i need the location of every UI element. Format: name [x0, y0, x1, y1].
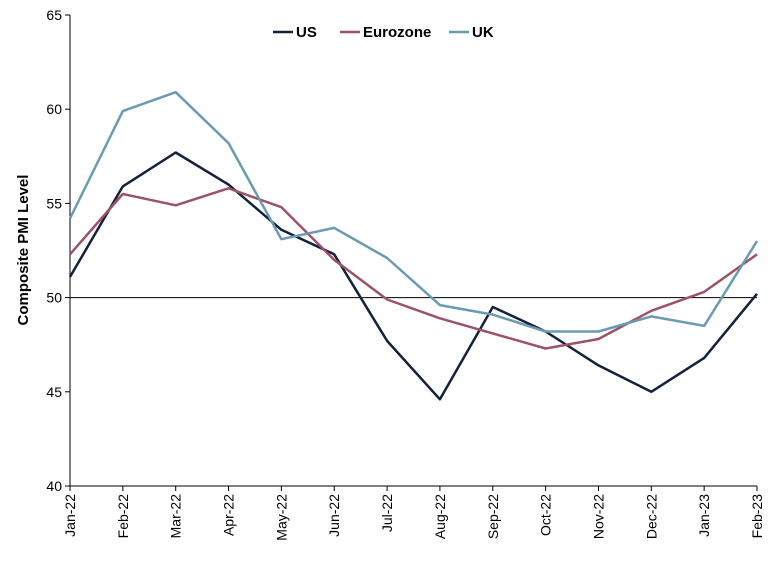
x-tick-label: Feb-23: [749, 494, 765, 539]
legend-label: UK: [472, 24, 494, 41]
y-axis: 40 45 50 55 60 65: [46, 7, 70, 494]
x-tick-label: Jul-22: [379, 494, 395, 532]
series-line-uk: [68, 90, 759, 333]
x-axis: Jan-22 Feb-22 Mar-22 Apr-22 May-22 Jun-22 Jul-…: [62, 486, 765, 541]
y-tick-label: 60: [46, 101, 62, 117]
x-tick-label: Jan-23: [696, 494, 712, 537]
x-tick-label: Sep-22: [485, 494, 501, 539]
series-line-us: [68, 151, 758, 401]
x-tick-label: Aug-22: [432, 494, 448, 539]
y-tick-label: 65: [46, 7, 62, 23]
y-tick-label: 45: [46, 384, 62, 400]
plot-area: [69, 15, 757, 487]
x-tick-label: May-22: [273, 494, 289, 541]
y-tick-label: 55: [46, 195, 62, 211]
series-lines: [68, 90, 759, 401]
x-tick-label: Jan-22: [62, 494, 78, 537]
legend-label: Eurozone: [363, 24, 431, 41]
y-tick-label: 40: [46, 478, 62, 494]
x-tick-label: Oct-22: [538, 494, 554, 536]
legend-label: US: [296, 24, 317, 41]
x-tick-label: Nov-22: [590, 494, 606, 539]
y-tick-label: 50: [46, 290, 62, 306]
x-tick-label: Jun-22: [326, 494, 342, 537]
x-tick-label: Mar-22: [168, 494, 184, 539]
x-tick-label: Feb-22: [115, 494, 131, 539]
x-tick-label: Apr-22: [221, 494, 237, 536]
x-tick-label: Dec-22: [643, 494, 659, 539]
series-line-eurozone: [69, 187, 758, 350]
legend: US Eurozone UK: [273, 24, 494, 41]
y-axis-title: Composite PMI Level: [15, 175, 32, 326]
